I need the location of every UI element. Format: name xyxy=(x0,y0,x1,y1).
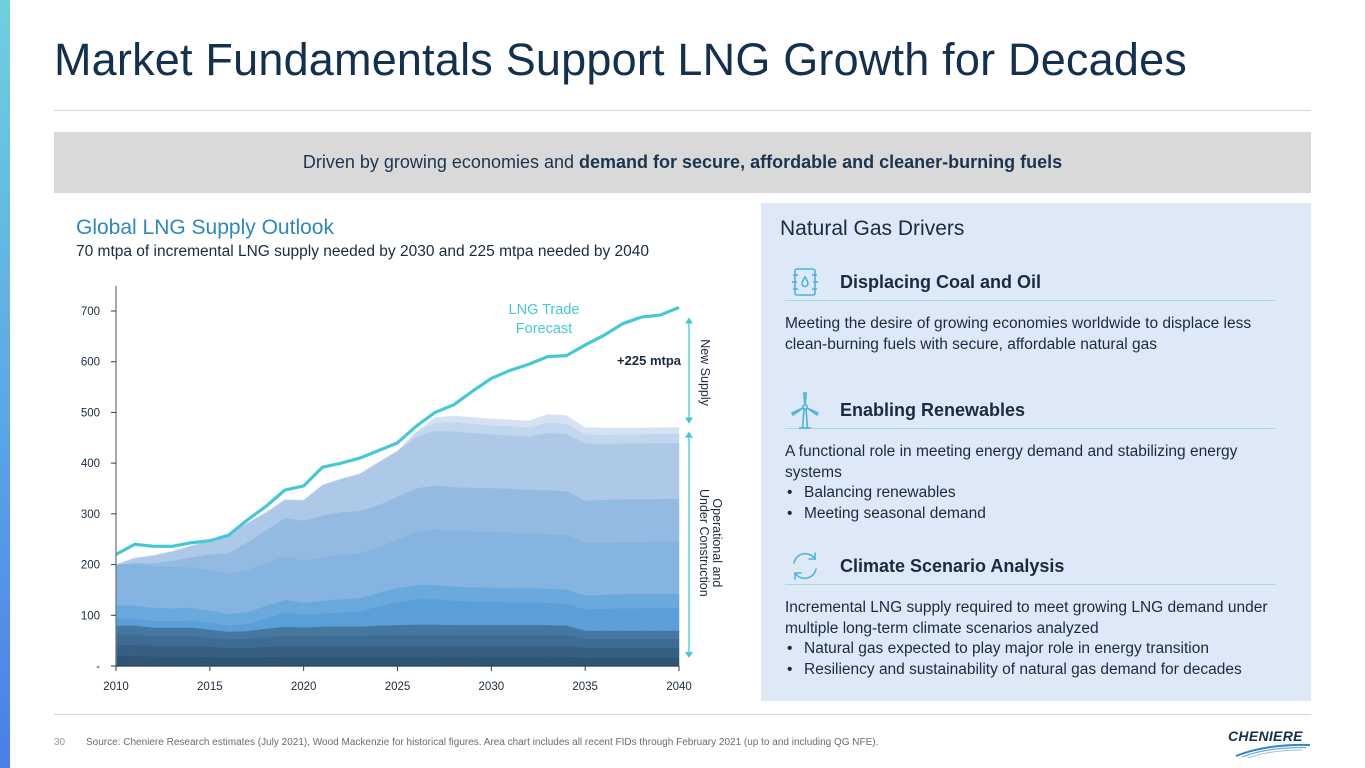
wind-turbine-icon xyxy=(785,392,825,429)
lng-supply-chart: - 100 200 300 400 500 600 700 2010 2015 2020 2025 20… xyxy=(81,286,724,693)
y-tick-label: 200 xyxy=(81,560,100,572)
stacked-areas xyxy=(115,414,680,667)
x-tick-label: 2030 xyxy=(479,681,505,693)
driver-bullets: Balancing renewables Meeting seasonal de… xyxy=(785,483,1295,524)
y-tick-label: 700 xyxy=(81,306,100,318)
x-tick-label: 2040 xyxy=(666,681,692,693)
x-tick-label: 2020 xyxy=(291,681,317,693)
logo-wordmark: CHENIERE xyxy=(1228,728,1303,744)
area-series-11 xyxy=(115,414,680,565)
bullet-item: Meeting seasonal demand xyxy=(785,504,1295,525)
key-message-banner: Driven by growing economies and demand f… xyxy=(54,132,1311,193)
y-tick-label: 100 xyxy=(81,610,100,622)
page-number: 30 xyxy=(54,737,66,748)
chart-title: Global LNG Supply Outlook xyxy=(76,216,334,239)
lng-trade-forecast-line xyxy=(115,305,680,556)
chart-subtitle: 70 mtpa of incremental LNG supply needed… xyxy=(76,243,650,260)
driver-divider xyxy=(785,428,1276,429)
driver-description: Incremental LNG supply required to meet … xyxy=(785,599,1268,637)
banner-text-regular: Driven by growing economies and xyxy=(302,152,575,172)
operational-label: Operational and xyxy=(710,498,724,587)
driver-description: Meeting the desire of growing economies … xyxy=(785,315,1252,353)
driver-title: Climate Scenario Analysis xyxy=(840,555,1065,576)
forecast-label: LNG Trade xyxy=(509,302,580,318)
bullet-item: Natural gas expected to play major role … xyxy=(785,639,1295,660)
footer-divider xyxy=(54,714,1311,715)
drivers-panel: Natural Gas Drivers Displacing Coal and … xyxy=(761,203,1311,701)
driver-description: A functional role in meeting energy dema… xyxy=(785,443,1238,481)
cheniere-logo: CHENIERE xyxy=(1226,728,1312,758)
x-tick-label: 2035 xyxy=(572,681,598,693)
y-tick-label: 500 xyxy=(81,407,100,419)
oil-barrel-icon xyxy=(785,265,825,299)
driver-body: Incremental LNG supply required to meet … xyxy=(785,598,1295,680)
driver-title: Displacing Coal and Oil xyxy=(840,271,1042,292)
x-tick-label: 2015 xyxy=(197,681,223,693)
new-supply-label: New Supply xyxy=(698,339,712,406)
driver-divider xyxy=(785,300,1276,301)
forecast-line-layer xyxy=(115,305,680,556)
banner-text-bold: demand for secure, affordable and cleane… xyxy=(579,152,1063,172)
chart-annotations: LNG Trade Forecast +225 mtpa New Supply Oper… xyxy=(509,302,724,658)
driver-climate-scenario: Climate Scenario Analysis Incremental LN… xyxy=(785,549,1295,680)
forecast-label: Forecast xyxy=(516,321,572,337)
x-tick-label: 2010 xyxy=(103,681,129,693)
arrow-head-icon xyxy=(685,652,693,658)
x-tick-label: 2025 xyxy=(385,681,411,693)
arrow-head-icon xyxy=(685,317,693,324)
arrow-head-icon xyxy=(685,431,693,438)
y-tick-label: - xyxy=(96,661,100,673)
y-tick-label: 300 xyxy=(81,509,100,521)
drivers-panel-title: Natural Gas Drivers xyxy=(780,217,965,240)
driver-body: Meeting the desire of growing economies … xyxy=(785,314,1295,355)
page-title: Market Fundamentals Support LNG Growth f… xyxy=(54,34,1188,85)
arrow-head-icon xyxy=(685,417,693,424)
driver-enabling-renewables: Enabling Renewables A functional role in… xyxy=(785,392,1295,524)
driver-displacing-coal: Displacing Coal and Oil Meeting the desi… xyxy=(785,265,1295,355)
axes: - 100 200 300 400 500 600 700 2010 2015 2020 2025 20… xyxy=(81,286,692,693)
driver-bullets: Natural gas expected to play major role … xyxy=(785,639,1295,680)
operational-label: Under Construction xyxy=(697,489,711,597)
driver-body: A functional role in meeting energy dema… xyxy=(785,442,1295,524)
logo-swoosh-icon xyxy=(1235,743,1311,758)
driver-title: Enabling Renewables xyxy=(840,399,1026,420)
bullet-item: Resiliency and sustainability of natural… xyxy=(785,660,1295,681)
y-tick-label: 400 xyxy=(81,458,100,470)
accent-bar xyxy=(0,0,10,768)
source-note: Source: Cheniere Research estimates (Jul… xyxy=(86,737,879,748)
refresh-cycle-icon xyxy=(785,549,825,583)
y-tick-label: 600 xyxy=(81,357,100,369)
bullet-item: Balancing renewables xyxy=(785,483,1295,504)
driver-divider xyxy=(785,584,1276,585)
title-divider xyxy=(54,110,1311,111)
gap-label: +225 mtpa xyxy=(617,353,682,368)
